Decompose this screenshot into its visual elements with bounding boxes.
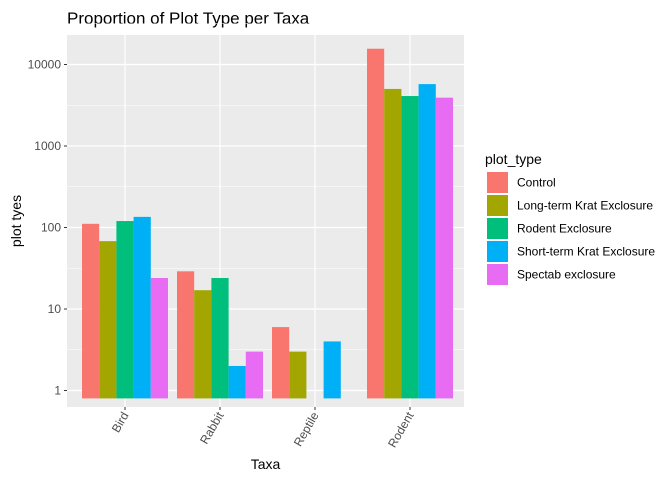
bar-bird-3 bbox=[116, 221, 134, 399]
bars bbox=[82, 48, 453, 399]
y-axis: 1 10 100 1000 10000 bbox=[28, 58, 67, 398]
y-tick-label: 10 bbox=[48, 302, 62, 316]
bar-rodent-2 bbox=[384, 88, 402, 399]
x-tick-label: Rabbit bbox=[197, 409, 227, 447]
bar-rabbit-5 bbox=[245, 351, 263, 399]
legend-label: Short-term Krat Exclosure bbox=[517, 245, 655, 259]
bar-rodent-3 bbox=[401, 96, 419, 399]
y-tick-label: 1000 bbox=[34, 139, 61, 153]
bar-bird-1 bbox=[82, 223, 100, 399]
bar-rodent-5 bbox=[435, 97, 453, 399]
legend: plot_type Control Long-term Krat Exclosur… bbox=[485, 151, 655, 285]
y-axis-title: plot tyes bbox=[8, 195, 24, 247]
legend-label: Spectab exclosure bbox=[517, 268, 616, 282]
x-tick-label: Rodent bbox=[385, 409, 417, 450]
bar-reptile-1 bbox=[272, 327, 290, 399]
y-tick-label: 1 bbox=[54, 384, 61, 398]
bar-bird-2 bbox=[99, 241, 117, 399]
x-axis: Bird Rabbit Reptile Rodent bbox=[109, 407, 417, 450]
bar-bird-4 bbox=[133, 216, 151, 399]
x-tick-label: Bird bbox=[109, 410, 132, 435]
legend-label: Control bbox=[517, 176, 556, 190]
legend-label: Rodent Exclosure bbox=[517, 222, 612, 236]
y-tick-label: 10000 bbox=[28, 58, 62, 72]
legend-key bbox=[487, 264, 508, 285]
bar-rabbit-2 bbox=[194, 290, 212, 399]
legend-title: plot_type bbox=[485, 151, 542, 167]
x-tick-label: Reptile bbox=[291, 409, 322, 449]
legend-label: Long-term Krat Exclosure bbox=[517, 199, 653, 213]
bar-rabbit-4 bbox=[228, 365, 246, 399]
legend-key bbox=[487, 218, 508, 239]
bar-rodent-1 bbox=[367, 48, 385, 399]
bar-reptile-4 bbox=[323, 341, 341, 399]
bar-reptile-2 bbox=[289, 351, 307, 399]
legend-key bbox=[487, 195, 508, 216]
bar-rabbit-3 bbox=[211, 278, 229, 399]
legend-key bbox=[487, 172, 508, 193]
chart-title: Proportion of Plot Type per Taxa bbox=[67, 9, 310, 28]
y-tick-label: 100 bbox=[41, 221, 61, 235]
bar-rabbit-1 bbox=[177, 271, 195, 399]
legend-key bbox=[487, 241, 508, 262]
bar-bird-5 bbox=[150, 278, 168, 399]
bar-rodent-4 bbox=[418, 84, 436, 399]
x-axis-title: Taxa bbox=[251, 456, 281, 472]
